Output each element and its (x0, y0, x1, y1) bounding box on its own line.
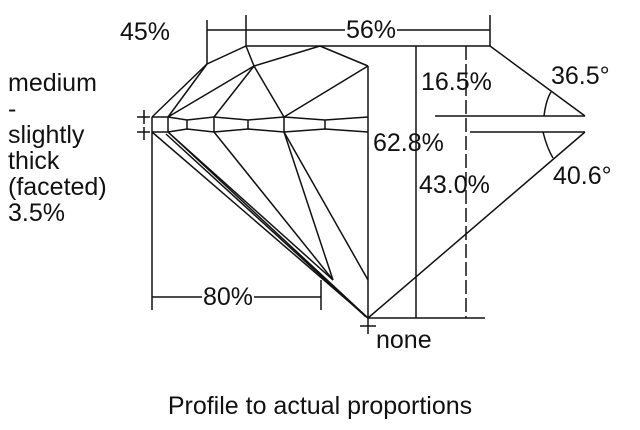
pavilion-angle-arc (542, 131, 554, 159)
crown-angle-arc (543, 91, 552, 117)
culet-label: none (376, 326, 432, 354)
table-label: 56% (345, 16, 398, 44)
girdle-line: (faceted) (8, 173, 107, 201)
pavilion-angle-label: 40.6° (553, 162, 612, 190)
caption: Profile to actual proportions (167, 392, 473, 420)
right-proportion-lines (367, 45, 586, 319)
girdle (151, 116, 369, 133)
pavilion-facets (151, 66, 369, 319)
girdle-line: 3.5% (8, 199, 65, 227)
girdle-line: - (8, 95, 17, 123)
lower-half-label: 80% (202, 283, 255, 311)
crown-height-label: 16.5% (421, 68, 492, 96)
pavilion-depth-label: 43.0% (419, 171, 490, 199)
crown-facets (151, 45, 490, 118)
crown-angle-label: 36.5° (551, 62, 610, 90)
crown-width-label: 45% (120, 18, 171, 46)
girdle-line: thick (8, 147, 60, 175)
girdle-line: slightly (8, 121, 85, 149)
girdle-line: medium (8, 69, 97, 97)
total-depth-label: 62.8% (373, 129, 444, 157)
girdle-label: medium - slightly thick (faceted) 3.5% (8, 70, 107, 226)
